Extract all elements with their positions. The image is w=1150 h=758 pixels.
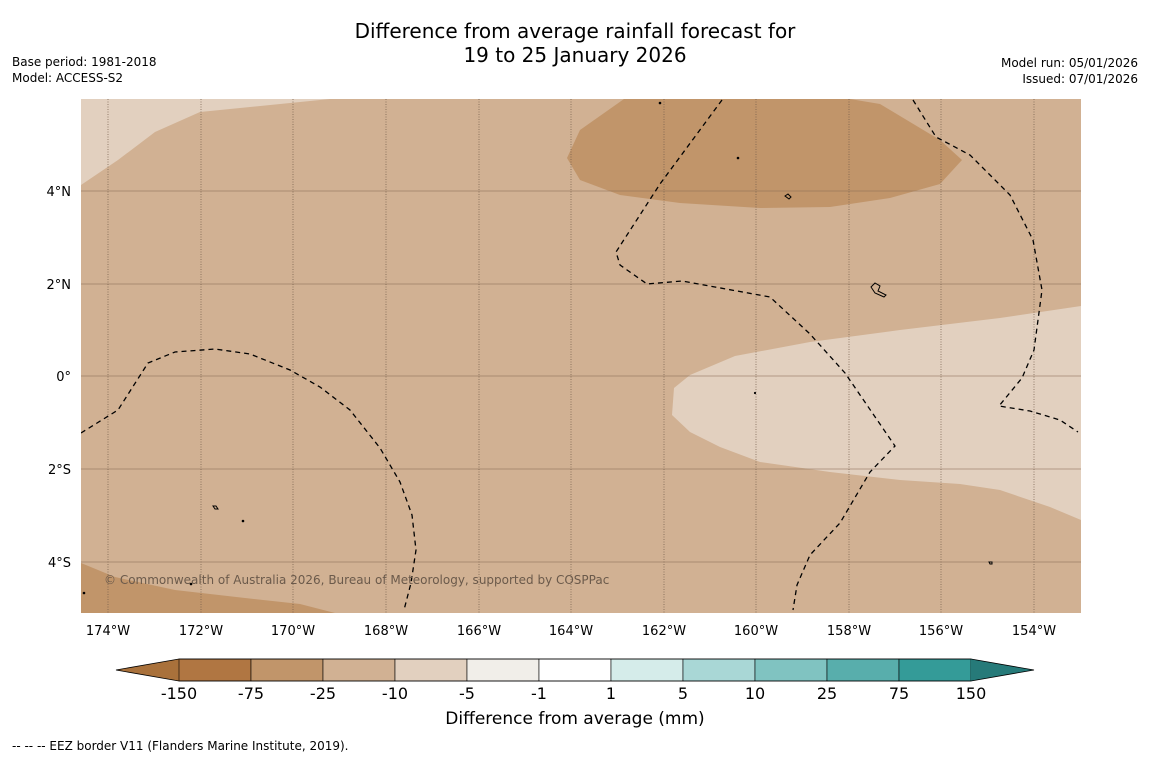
- colorbar-tick-label: 25: [817, 684, 837, 703]
- colorbar-swatch: [682, 658, 756, 682]
- eez-border-central: [615, 99, 896, 611]
- lat-label: 4°S: [48, 556, 71, 571]
- lon-label: 154°W: [1012, 624, 1056, 639]
- island: [189, 582, 193, 586]
- colorbar-swatch: [250, 658, 324, 682]
- longitude-gridlines: [107, 99, 1035, 613]
- island: [736, 156, 740, 160]
- colorbar: -150 -75 -25 -10 -5 -1 1 5 10 25 75 150: [115, 658, 1035, 703]
- colorbar-swatch: [826, 658, 900, 682]
- colorbar-extend-low: [116, 659, 179, 681]
- island: [753, 391, 757, 395]
- colorbar-swatch: [754, 658, 828, 682]
- lon-label: 170°W: [271, 624, 315, 639]
- colorbar-tick-label: -25: [310, 684, 336, 703]
- chart-title: Difference from average rainfall forecas…: [0, 19, 1150, 67]
- meta-right: Model run: 05/01/2026 Issued: 07/01/2026: [1001, 55, 1138, 87]
- title-line-2: 19 to 25 January 2026: [463, 43, 687, 67]
- lon-label: 158°W: [827, 624, 871, 639]
- colorbar-tick-labels: -150 -75 -25 -10 -5 -1 1 5 10 25 75 150: [161, 684, 986, 703]
- anomaly-region-light-northwest: [81, 99, 330, 185]
- longitude-labels: 174°W 172°W 170°W 168°W 166°W 164°W 162°…: [86, 624, 1056, 639]
- lat-label: 4°N: [47, 185, 72, 200]
- latitude-labels: 4°N 2°N 0° 2°S 4°S: [47, 185, 72, 571]
- colorbar-swatch: [898, 658, 972, 682]
- island: [870, 282, 887, 298]
- lon-label: 156°W: [919, 624, 963, 639]
- anomaly-region-light-east: [672, 306, 1081, 520]
- eez-border-east: [912, 99, 1079, 433]
- latitude-gridlines: [81, 190, 1081, 563]
- colorbar-tick-label: 1: [606, 684, 616, 703]
- lon-label: 172°W: [179, 624, 223, 639]
- eez-border-west: [81, 348, 417, 611]
- island: [212, 505, 219, 510]
- anomaly-region-dark-southwest: [81, 563, 335, 613]
- lon-label: 162°W: [642, 624, 686, 639]
- colorbar-swatch: [322, 658, 396, 682]
- lon-label: 168°W: [364, 624, 408, 639]
- colorbar-tick-label: 5: [678, 684, 688, 703]
- colorbar-tick-label: 150: [956, 684, 987, 703]
- copyright-text: © Commonwealth of Australia 2026, Bureau…: [104, 573, 609, 587]
- colorbar-extend-high: [971, 659, 1034, 681]
- lat-label: 2°N: [47, 278, 72, 293]
- colorbar-tick-label: -1: [531, 684, 547, 703]
- meta-left: Base period: 1981-2018 Model: ACCESS-S2: [12, 54, 157, 86]
- colorbar-swatches: [178, 658, 972, 682]
- lon-label: 160°W: [734, 624, 778, 639]
- eez-borders: [81, 99, 1079, 611]
- model-run: Model run: 05/01/2026: [1000, 56, 1138, 70]
- colorbar-tick-label: -10: [382, 684, 408, 703]
- base-period: Base period: 1981-2018: [12, 55, 157, 69]
- island: [784, 193, 792, 200]
- lon-label: 166°W: [457, 624, 501, 639]
- island: [241, 519, 245, 523]
- lon-label: 174°W: [86, 624, 130, 639]
- colorbar-tick-label: -75: [238, 684, 264, 703]
- lon-label: 164°W: [549, 624, 593, 639]
- colorbar-tick-label: -5: [459, 684, 475, 703]
- islands: [82, 101, 993, 595]
- issued-date: Issued: 07/01/2026: [1022, 72, 1138, 86]
- colorbar-swatch: [394, 658, 468, 682]
- map-area: © Commonwealth of Australia 2026, Bureau…: [81, 99, 1081, 613]
- island: [988, 561, 993, 565]
- lat-label: 0°: [56, 370, 71, 385]
- colorbar-swatch: [178, 658, 252, 682]
- island: [658, 101, 662, 105]
- colorbar-swatch: [466, 658, 540, 682]
- colorbar-tick-label: -150: [161, 684, 197, 703]
- island: [82, 591, 86, 595]
- colorbar-tick-label: 75: [889, 684, 909, 703]
- colorbar-swatch: [538, 658, 612, 682]
- colorbar-outline: [115, 658, 1035, 682]
- anomaly-region-dark-north: [567, 99, 962, 208]
- colorbar-tick-label: 10: [745, 684, 765, 703]
- lat-label: 2°S: [48, 463, 71, 478]
- colorbar-swatch: [610, 658, 684, 682]
- title-line-1: Difference from average rainfall forecas…: [354, 19, 796, 43]
- eez-legend-note: -- -- -- EEZ border V11 (Flanders Marine…: [12, 739, 349, 753]
- colorbar-unit-label: Difference from average (mm): [445, 709, 705, 729]
- model-name: Model: ACCESS-S2: [12, 71, 124, 85]
